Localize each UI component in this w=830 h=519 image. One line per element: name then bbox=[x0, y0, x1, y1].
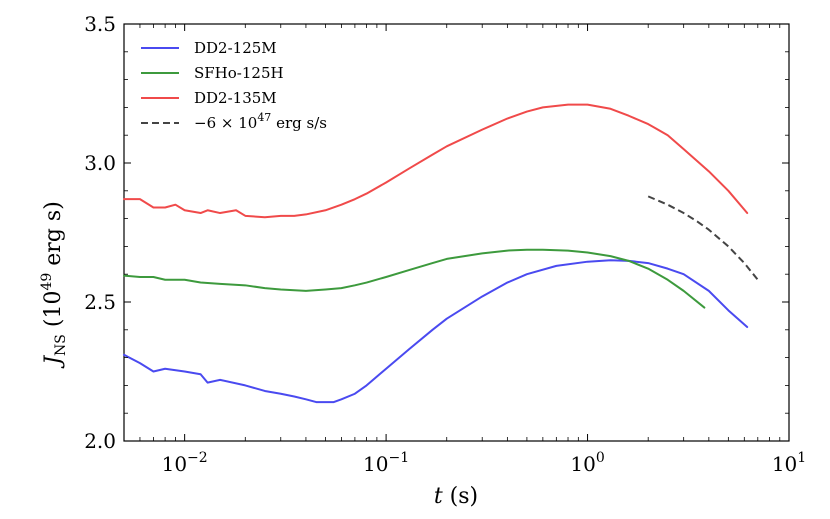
x-tick-label-3: 101 bbox=[772, 450, 806, 476]
y-tick-label-0: 2.0 bbox=[84, 429, 116, 453]
y-tick-label-3: 3.5 bbox=[84, 12, 116, 36]
x-tick-label-2: 100 bbox=[570, 450, 604, 476]
series-line-1 bbox=[123, 248, 706, 309]
plot-frame bbox=[123, 23, 790, 442]
legend-label-3: −6 × 1047 erg s/s bbox=[194, 111, 327, 132]
series-line-2 bbox=[123, 103, 749, 219]
plot-border bbox=[123, 23, 790, 442]
legend-label-0: DD2-125M bbox=[194, 39, 277, 57]
x-tick-label-0: 10−2 bbox=[162, 450, 208, 476]
legend: DD2-125M SFHo-125H DD2-135M −6 × 1047 erg s… bbox=[141, 39, 327, 132]
series-line-0 bbox=[123, 259, 749, 404]
series-line-3 bbox=[647, 195, 759, 281]
ticks-layer: 2.0 2.5 3.0 3.5 10−2 10−1 100 101 bbox=[84, 12, 806, 476]
x-axis-label: t (s) bbox=[434, 484, 478, 509]
legend-label-1: SFHo-125H bbox=[194, 64, 284, 82]
series-layer bbox=[123, 103, 759, 404]
y-tick-label-2: 3.0 bbox=[84, 151, 116, 175]
legend-label-2: DD2-135M bbox=[194, 89, 277, 107]
y-axis-label: JNS (1049 erg s) bbox=[39, 201, 69, 369]
y-tick-label-1: 2.5 bbox=[84, 290, 116, 314]
x-tick-label-1: 10−1 bbox=[363, 450, 409, 476]
